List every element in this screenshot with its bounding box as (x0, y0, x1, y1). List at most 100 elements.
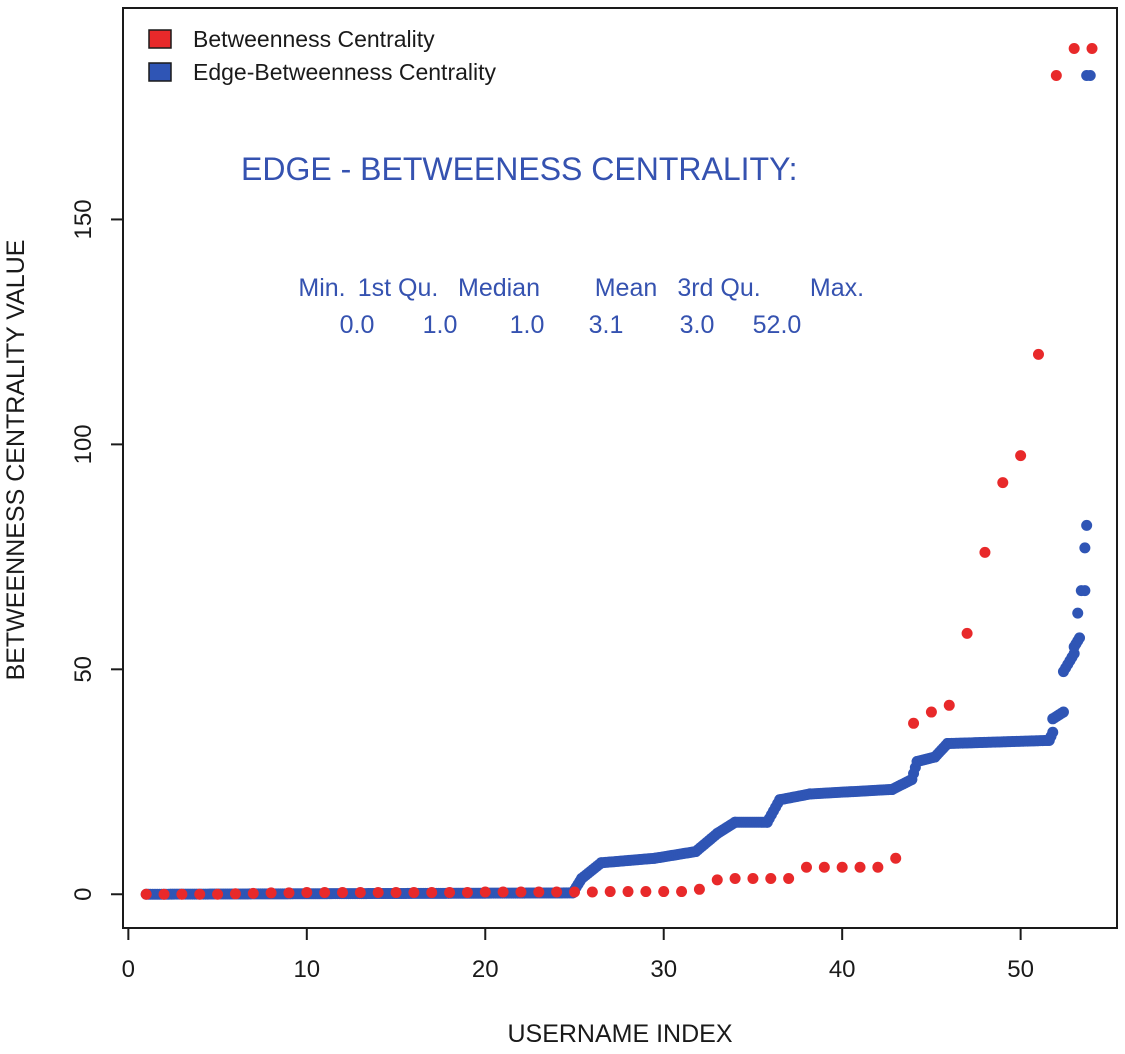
betweenness-point (461, 886, 473, 898)
betweenness-point (783, 873, 795, 885)
annotation-value: 1.0 (510, 311, 545, 339)
edge-betweenness-point (1081, 519, 1093, 531)
annotation-header: Mean (595, 274, 658, 302)
betweenness-point (444, 886, 456, 898)
betweenness-point (640, 886, 652, 898)
betweenness-point (711, 874, 723, 886)
betweenness-point (497, 886, 509, 898)
betweenness-point (372, 886, 384, 898)
betweenness-point (676, 886, 688, 898)
legend-swatch-edge-betweenness (148, 62, 172, 82)
betweenness-point (1086, 42, 1098, 54)
betweenness-point (961, 627, 973, 639)
betweenness-point (479, 886, 491, 898)
betweenness-point (265, 887, 277, 899)
legend-label-betweenness: Betweenness Centrality (193, 26, 435, 52)
betweenness-point (854, 861, 866, 873)
betweenness-point (1015, 450, 1027, 462)
x-axis: 0 10 20 30 40 50 USERNAME INDEX (122, 927, 1034, 1048)
legend-label-edge-betweenness: Edge-Betweenness Centrality (193, 59, 496, 85)
betweenness-point (729, 873, 741, 885)
betweenness-point (551, 886, 563, 898)
betweenness-point (943, 699, 955, 711)
x-tick-label: 20 (472, 956, 499, 983)
betweenness-point (1050, 69, 1062, 81)
edge-betweenness-point (1057, 706, 1069, 718)
betweenness-point (836, 861, 848, 873)
betweenness-point (194, 888, 206, 900)
edge-betweenness-point (1079, 542, 1091, 554)
betweenness-point (622, 886, 634, 898)
betweenness-point (515, 886, 527, 898)
betweenness-point (283, 887, 295, 899)
betweenness-point (765, 873, 777, 885)
betweenness-point (1068, 42, 1080, 54)
x-ticks: 0 10 20 30 40 50 (122, 928, 1034, 983)
edge-betweenness-point (1072, 607, 1084, 619)
annotation-header: 3rd Qu. (677, 274, 760, 302)
y-tick-label: 50 (70, 656, 97, 683)
betweenness-point (390, 886, 402, 898)
annotation-headers: Min. 1st Qu. Median Mean 3rd Qu. Max. (298, 274, 864, 302)
edge-betweenness-point (1079, 585, 1091, 597)
betweenness-point (426, 886, 438, 898)
betweenness-point (747, 873, 759, 885)
betweenness-point (568, 886, 580, 898)
annotation-value: 3.0 (680, 311, 715, 339)
x-tick-label: 30 (650, 956, 677, 983)
y-tick-label: 150 (70, 199, 97, 239)
annotation-values: 0.0 1.0 1.0 3.1 3.0 52.0 (340, 311, 802, 339)
betweenness-point (158, 888, 170, 900)
y-ticks: 0 50 100 150 (70, 199, 123, 901)
betweenness-point (533, 886, 545, 898)
y-tick-label: 100 (70, 424, 97, 464)
betweenness-point (319, 886, 331, 898)
betweenness-point (925, 706, 937, 718)
series-edge-betweenness-centrality (140, 69, 1096, 900)
series-betweenness-centrality (140, 42, 1098, 900)
edge-betweenness-point (1047, 726, 1059, 738)
betweenness-point (229, 888, 241, 900)
edge-betweenness-point (1084, 69, 1096, 81)
summary-annotation: EDGE - BETWEENESS CENTRALITY: Min. 1st Qu… (241, 151, 864, 339)
y-axis: 0 50 100 150 BETWEENNESS CENTRALITY VALUE (2, 199, 124, 901)
betweenness-point (1032, 348, 1044, 360)
annotation-header: Median (458, 274, 540, 302)
annotation-value: 3.1 (589, 311, 624, 339)
betweenness-point (354, 886, 366, 898)
betweenness-point (586, 886, 598, 898)
y-axis-label: BETWEENNESS CENTRALITY VALUE (2, 240, 30, 681)
betweenness-point (212, 888, 224, 900)
annotation-value: 52.0 (753, 311, 802, 339)
betweenness-point (890, 852, 902, 864)
betweenness-point (247, 887, 259, 899)
betweenness-point (408, 886, 420, 898)
betweenness-point (693, 883, 705, 895)
y-tick-label: 0 (70, 888, 97, 901)
x-tick-label: 50 (1007, 956, 1034, 983)
betweenness-point (337, 886, 349, 898)
betweenness-point (979, 546, 991, 558)
betweenness-point (301, 886, 313, 898)
annotation-header: Min. (298, 274, 345, 302)
betweenness-point (997, 477, 1009, 489)
edge-betweenness-point (1074, 632, 1086, 644)
annotation-value: 1.0 (423, 311, 458, 339)
plot-frame (122, 7, 1118, 929)
annotation-header: Max. (810, 274, 864, 302)
betweenness-point (908, 717, 920, 729)
betweenness-point (658, 886, 670, 898)
annotation-header: 1st Qu. (358, 274, 439, 302)
legend-swatch-betweenness (148, 29, 172, 49)
betweenness-point (818, 861, 830, 873)
betweenness-point (604, 886, 616, 898)
x-tick-label: 40 (829, 956, 856, 983)
betweenness-point (176, 888, 188, 900)
betweenness-point (140, 888, 152, 900)
annotation-value: 0.0 (340, 311, 375, 339)
annotation-title: EDGE - BETWEENESS CENTRALITY: (241, 151, 798, 187)
x-tick-label: 10 (293, 956, 320, 983)
x-tick-label: 0 (122, 956, 135, 983)
betweenness-point (872, 861, 884, 873)
